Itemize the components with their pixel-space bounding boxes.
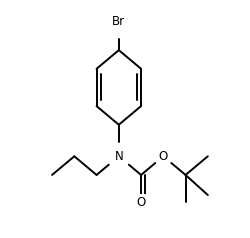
Text: Br: Br — [112, 15, 126, 28]
Text: O: O — [136, 196, 146, 209]
Text: N: N — [114, 150, 123, 163]
Text: O: O — [159, 150, 168, 163]
